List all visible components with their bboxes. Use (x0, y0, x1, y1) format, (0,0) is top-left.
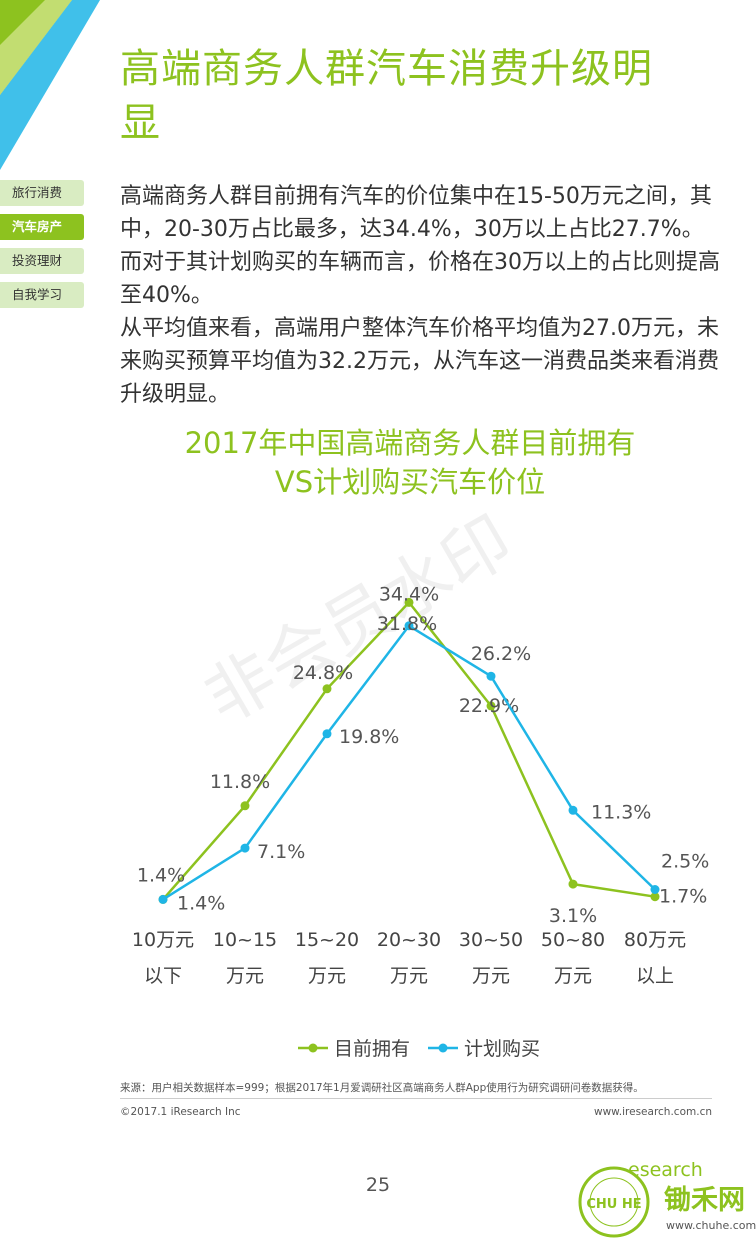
data-label: 3.1% (549, 905, 597, 927)
legend-label: 目前拥有 (334, 1038, 410, 1060)
data-label: 19.8% (339, 726, 399, 748)
nav-item-travel[interactable]: 旅行消费 (0, 180, 84, 206)
chart-title-line2: VS计划购买汽车价位 (274, 465, 546, 499)
body-paragraph-2: 从平均值来看，高端用户整体汽车价格平均值为27.0万元，未来购买预算平均值为32… (120, 316, 719, 407)
corner-decoration (0, 0, 100, 170)
brand-partial-logo: esearch (628, 1159, 703, 1181)
brand-name: 锄禾网 (664, 1185, 745, 1216)
x-tick-label: 以上 (636, 965, 674, 987)
page-title: 高端商务人群汽车消费升级明 显 (120, 42, 740, 150)
data-label: 2.5% (661, 851, 709, 873)
data-label: 11.8% (210, 771, 270, 793)
x-tick-label: 20~30 (377, 929, 441, 951)
x-tick-label: 万元 (308, 965, 346, 987)
data-point (240, 801, 250, 811)
footer-divider (120, 1098, 712, 1099)
data-label: 34.4% (379, 583, 439, 605)
series-line-0 (162, 600, 656, 901)
x-tick-label: 万元 (390, 965, 428, 987)
data-point (322, 729, 332, 739)
legend-label: 计划购买 (464, 1038, 540, 1060)
watermark-text: 非会员水印 (192, 501, 526, 739)
data-point (158, 894, 168, 904)
copyright: ©2017.1 iResearch Inc (120, 1106, 241, 1118)
data-point (650, 892, 660, 902)
legend-swatch-marker (308, 1043, 318, 1053)
data-label: 24.8% (293, 662, 353, 684)
x-tick-label: 万元 (226, 965, 264, 987)
body-text: 高端商务人群目前拥有汽车的价位集中在15-50万元之间，其中，20-30万占比最… (120, 180, 720, 411)
data-point (404, 597, 414, 607)
chart-title: 2017年中国高端商务人群目前拥有 VS计划购买汽车价位 (100, 424, 720, 502)
page-title-line1: 高端商务人群汽车消费升级明 (120, 46, 653, 92)
brand-url: www.chuhe.com (666, 1219, 756, 1232)
data-point (486, 671, 496, 681)
x-tick-label: 30~50 (459, 929, 523, 951)
data-label: 7.1% (257, 841, 305, 863)
source-note: 来源：用户相关数据样本=999；根据2017年1月爱调研社区高端商务人群App使… (120, 1082, 644, 1094)
section-nav: 旅行消费 汽车房产 投资理财 自我学习 (0, 180, 84, 316)
x-tick-label: 80万元 (624, 929, 686, 951)
data-point (486, 701, 496, 711)
data-label: 26.2% (471, 643, 531, 665)
data-point (568, 805, 578, 815)
data-point (158, 894, 168, 904)
nav-item-car-house[interactable]: 汽车房产 (0, 214, 84, 240)
legend-swatch-marker (438, 1043, 448, 1053)
x-tick-label: 50~80 (541, 929, 605, 951)
body-paragraph-1: 高端商务人群目前拥有汽车的价位集中在15-50万元之间，其中，20-30万占比最… (120, 184, 720, 308)
website-link[interactable]: www.iresearch.com.cn (593, 1106, 712, 1118)
data-point (404, 621, 414, 631)
data-label: 1.4% (137, 864, 185, 886)
x-tick-label: 10~15 (213, 929, 277, 951)
data-point (240, 843, 250, 853)
page-title-line2: 显 (120, 100, 161, 146)
nav-item-learning[interactable]: 自我学习 (0, 282, 84, 308)
data-label: 22.9% (459, 695, 519, 717)
nav-item-investment[interactable]: 投资理财 (0, 248, 84, 274)
data-point (322, 684, 332, 694)
x-tick-label: 万元 (554, 965, 592, 987)
x-tick-label: 15~20 (295, 929, 359, 951)
data-label: 1.4% (177, 892, 225, 914)
data-label: 1.7% (659, 886, 707, 908)
data-point (568, 879, 578, 889)
x-tick-label: 10万元 (132, 929, 194, 951)
data-point (650, 885, 660, 894)
page-number: 25 (365, 1174, 391, 1196)
series-line-1 (162, 624, 656, 901)
data-label: 11.3% (591, 801, 651, 823)
data-label: 31.8% (377, 613, 437, 635)
x-tick-label: 万元 (472, 965, 510, 987)
brand-logo: esearch CHU HE 锄禾网 www.chuhe.com (578, 1159, 756, 1238)
chart-title-line1: 2017年中国高端商务人群目前拥有 (184, 426, 636, 460)
x-tick-label: 以下 (144, 965, 182, 987)
svg-text:CHU HE: CHU HE (586, 1197, 641, 1212)
